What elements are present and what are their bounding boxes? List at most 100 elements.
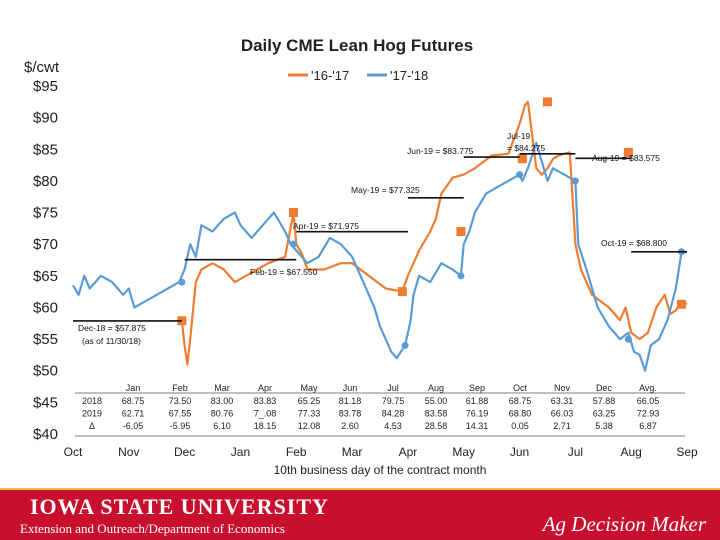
y-tick-label: $50 [33, 363, 58, 380]
x-tick-label: Sep [676, 445, 698, 459]
x-tick-label: Jun [510, 445, 529, 459]
data-table-cell: 2018 [82, 396, 102, 406]
data-table-cell: 79.75 [382, 396, 405, 406]
series-marker [623, 147, 633, 157]
data-table-cell: -6.05 [123, 421, 144, 431]
data-table-cell: 2019 [82, 409, 102, 419]
data-table-cell: 14.31 [466, 421, 489, 431]
data-table-cell: 6.10 [213, 421, 231, 431]
data-table-cell: 0.05 [511, 421, 529, 431]
x-tick-label: Dec [174, 445, 195, 459]
data-table-cell: 83.00 [211, 396, 234, 406]
data-table-cell: 62.71 [122, 409, 145, 419]
y-tick-label: $70 [33, 236, 58, 253]
x-tick-label: Nov [118, 445, 139, 459]
data-table-cell: 63.31 [551, 396, 574, 406]
data-table-header: Jan [126, 383, 141, 393]
data-table-cell: 66.03 [551, 409, 574, 419]
series-marker [624, 335, 632, 343]
y-tick-label: $60 [33, 299, 58, 316]
y-axis-label: $/cwt [24, 59, 60, 76]
data-table-cell: 4.53 [384, 421, 402, 431]
price-annotation: Dec-18 = $57.875 [78, 323, 146, 333]
x-tick-label: Jul [568, 445, 583, 459]
y-tick-label: $95 [33, 78, 58, 95]
data-table-header: Nov [554, 383, 571, 393]
series-marker [516, 171, 524, 179]
data-table-header: Aug [428, 383, 444, 393]
data-table-header: Oct [513, 383, 528, 393]
university-name: IOWA STATE UNIVERSITY [30, 494, 329, 519]
data-table-header: Avg. [639, 383, 657, 393]
data-table-cell: 5.38 [595, 421, 613, 431]
data-table-cell: 68.80 [509, 409, 532, 419]
price-annotation: Oct-19 = $68.800 [601, 238, 667, 248]
series-marker [676, 299, 686, 309]
data-table-cell: 12.08 [298, 421, 321, 431]
x-tick-label: Apr [399, 445, 418, 459]
data-table-cell: -5.95 [170, 421, 191, 431]
data-table-header: Mar [214, 383, 230, 393]
x-tick-label: Aug [621, 445, 642, 459]
y-tick-label: $45 [33, 394, 58, 411]
series-marker [289, 240, 297, 248]
data-table-header: Apr [258, 383, 272, 393]
series-marker [571, 177, 579, 185]
data-table-cell: 83.83 [254, 396, 277, 406]
series-marker [397, 287, 407, 297]
data-table-header: Jul [387, 383, 399, 393]
data-table-cell: Δ [89, 421, 95, 431]
y-tick-label: $90 [33, 110, 58, 127]
series-marker [542, 97, 552, 107]
data-table-background [75, 383, 685, 438]
data-table-cell: 55.00 [425, 396, 448, 406]
data-table-cell: 77.33 [298, 409, 321, 419]
price-annotation: May-19 = $77.325 [351, 185, 420, 195]
price-annotation: Feb-19 = $67.550 [250, 267, 318, 277]
lean-hog-futures-chart: Daily CME Lean Hog Futures $/cwt 10th busi… [24, 36, 698, 477]
series-marker [178, 278, 186, 286]
x-tick-label: Jan [231, 445, 250, 459]
data-table-cell: 2.71 [553, 421, 571, 431]
price-annotation: = $84.275 [507, 143, 545, 153]
data-table-cell: 61.88 [466, 396, 489, 406]
brand-name: Ag Decision Maker [542, 512, 706, 536]
data-table-header: Jun [343, 383, 358, 393]
department-name: Extension and Outreach/Department of Eco… [20, 521, 285, 536]
series-marker [456, 227, 466, 237]
legend-label: '17-'18 [390, 68, 428, 83]
series-line-2016-2017 [180, 100, 688, 366]
data-table-cell: 68.75 [509, 396, 532, 406]
series-marker [401, 341, 409, 349]
footer-divider [0, 488, 720, 490]
data-table-header: Feb [172, 383, 188, 393]
price-annotation: (as of 11/30/18) [82, 336, 141, 346]
chart-title: Daily CME Lean Hog Futures [241, 36, 473, 55]
data-table-header: Sep [469, 383, 485, 393]
y-tick-label: $85 [33, 141, 58, 158]
x-axis-label: 10th business day of the contract month [274, 463, 487, 477]
data-table-cell: 2.60 [341, 421, 359, 431]
data-table-cell: 76.19 [466, 409, 489, 419]
data-table-cell: 66.05 [637, 396, 660, 406]
x-tick-label: Feb [286, 445, 307, 459]
data-table-cell: 6.87 [639, 421, 657, 431]
series-marker [517, 154, 527, 164]
data-table-cell: 63.25 [593, 409, 616, 419]
data-table-cell: 18.15 [254, 421, 277, 431]
legend-label: '16-'17 [311, 68, 349, 83]
footer-banner [0, 490, 720, 540]
y-tick-label: $40 [33, 426, 58, 443]
data-table-header: May [300, 383, 318, 393]
data-table-cell: 73.50 [169, 396, 192, 406]
data-table-cell: 68.75 [122, 396, 145, 406]
price-annotation: Apr-19 = $71.975 [293, 221, 359, 231]
data-table-cell: 83.78 [339, 409, 362, 419]
data-table-header: Dec [596, 383, 613, 393]
price-annotation: Jul-19 [507, 131, 530, 141]
series-line-2017-2018 [72, 141, 688, 372]
price-annotation: Jun-19 = $83.775 [407, 146, 474, 156]
data-table-cell: 65.25 [298, 396, 321, 406]
y-tick-label: $80 [33, 173, 58, 190]
x-tick-label: Mar [342, 445, 363, 459]
